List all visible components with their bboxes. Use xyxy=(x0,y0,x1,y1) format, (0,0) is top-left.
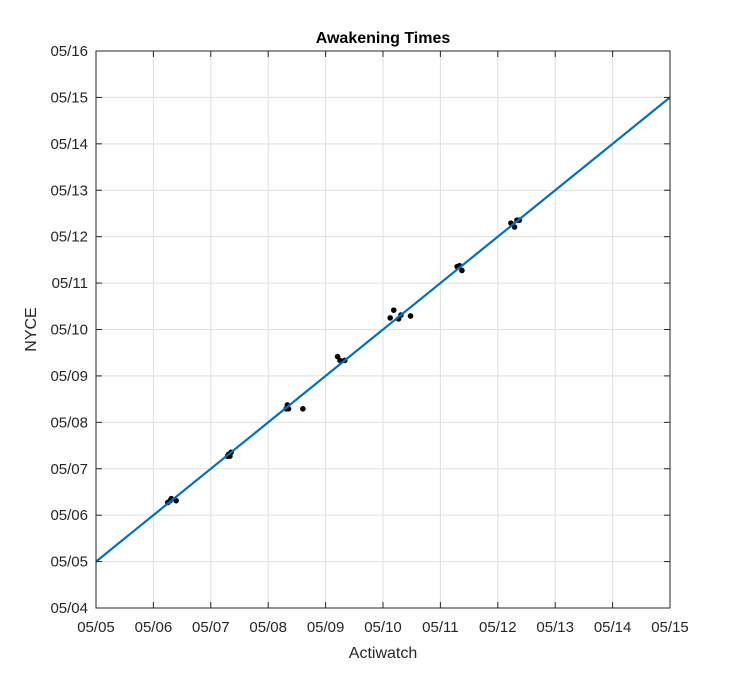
data-layer xyxy=(95,96,671,563)
data-point xyxy=(407,313,414,319)
x-axis-label: Actiwatch xyxy=(349,645,417,662)
data-point xyxy=(459,267,465,274)
y-tick-label: 05/16 xyxy=(50,43,88,60)
y-tick-label: 05/15 xyxy=(50,89,88,106)
x-tick-label: 05/12 xyxy=(479,619,517,636)
y-tick-label: 05/09 xyxy=(50,368,88,385)
y-axis-label: NYCE xyxy=(23,307,40,351)
y-tick-label: 05/13 xyxy=(50,182,88,199)
y-tick-label: 05/12 xyxy=(50,229,88,246)
chart-title: Awakening Times xyxy=(316,30,451,47)
ticks: 05/05 05/06 05/07 05/08 05/09 05/10 05/11 05/12… xyxy=(50,43,688,636)
x-tick-label: 05/07 xyxy=(192,619,230,636)
y-tick-label: 05/07 xyxy=(50,461,88,478)
y-tick-label: 05/08 xyxy=(50,414,88,431)
x-tick-label: 05/09 xyxy=(307,619,345,636)
data-point xyxy=(300,405,306,412)
y-tick-label: 05/14 xyxy=(50,136,88,153)
x-tick-label: 05/06 xyxy=(135,619,173,636)
identity-line xyxy=(95,96,671,563)
x-tick-label: 05/08 xyxy=(249,619,287,636)
y-tick-label: 05/06 xyxy=(50,507,88,524)
y-tick-label: 05/05 xyxy=(50,554,88,571)
y-tick-label: 05/11 xyxy=(52,275,88,292)
y-tick-label: 05/10 xyxy=(50,322,88,339)
x-tick-label: 05/11 xyxy=(422,619,458,636)
x-tick-label: 05/05 xyxy=(77,619,115,636)
data-point xyxy=(387,315,393,321)
x-tick-label: 05/13 xyxy=(536,619,574,636)
x-tick-label: 05/10 xyxy=(364,619,402,636)
y-tick-label: 05/04 xyxy=(50,600,88,617)
data-point xyxy=(390,307,397,313)
x-tick-label: 05/15 xyxy=(651,619,689,636)
x-tick-label: 05/14 xyxy=(594,619,632,636)
